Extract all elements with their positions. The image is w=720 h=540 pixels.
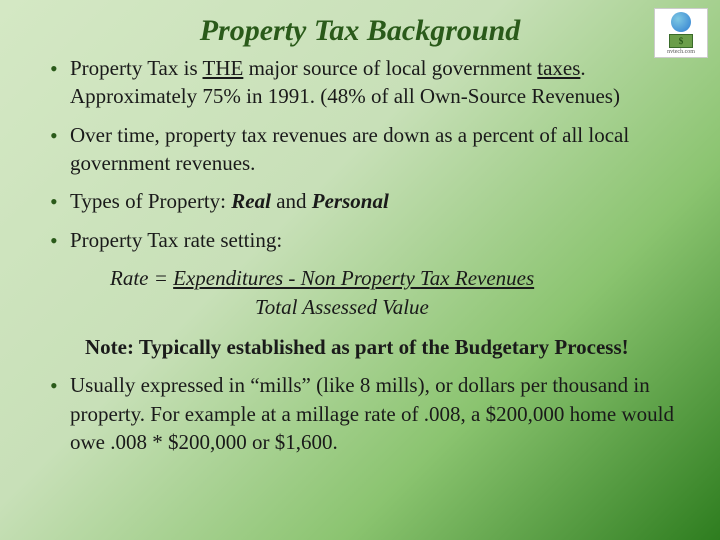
bullet-3: Types of Property: Real and Personal <box>50 187 690 215</box>
bullet-5: Usually expressed in “mills” (like 8 mil… <box>50 371 690 456</box>
bullet-list: Property Tax is THE major source of loca… <box>50 54 690 254</box>
formula-numerator: Expenditures - Non Property Tax Revenues <box>173 266 534 290</box>
text-emphasis-real: Real <box>231 189 271 213</box>
text-emphasis-personal: Personal <box>312 189 389 213</box>
globe-icon <box>671 12 691 32</box>
text-underline-the: THE <box>203 56 244 80</box>
bullet-2: Over time, property tax revenues are dow… <box>50 121 690 178</box>
corner-clipart: $ nvtech.com <box>654 8 708 58</box>
text-fragment: and <box>271 189 312 213</box>
formula-numerator-line: Rate = Expenditures - Non Property Tax R… <box>110 264 690 293</box>
slide-title: Property Tax Background <box>0 0 720 54</box>
note-line: Note: Typically established as part of t… <box>85 333 690 361</box>
formula-block: Rate = Expenditures - Non Property Tax R… <box>110 264 690 323</box>
formula-denominator: Total Assessed Value <box>255 293 690 322</box>
slide-content: Property Tax is THE major source of loca… <box>0 54 720 456</box>
bullet-4: Property Tax rate setting: <box>50 226 690 254</box>
bullet-1: Property Tax is THE major source of loca… <box>50 54 690 111</box>
text-underline-taxes: taxes <box>537 56 580 80</box>
bullet-list-continued: Usually expressed in “mills” (like 8 mil… <box>50 371 690 456</box>
text-fragment: Property Tax is <box>70 56 203 80</box>
rate-label: Rate = <box>110 266 173 290</box>
text-fragment: major source of local government <box>243 56 537 80</box>
text-fragment: Types of Property: <box>70 189 231 213</box>
money-icon: $ <box>669 34 693 48</box>
